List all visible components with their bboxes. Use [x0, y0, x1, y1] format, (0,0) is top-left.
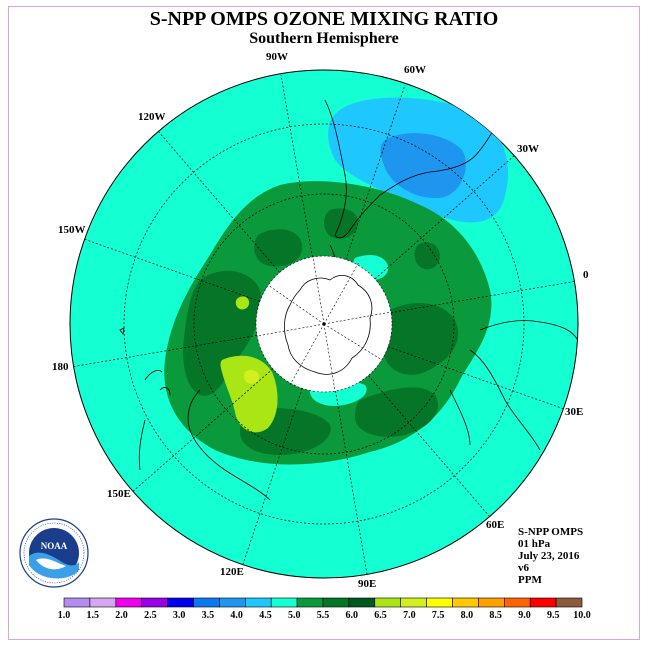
colorbar-swatch — [193, 597, 220, 608]
lon-label-150e: 150E — [107, 488, 131, 500]
chart-subtitle: Southern Hemisphere — [249, 30, 399, 47]
colorbar-swatch — [400, 597, 427, 608]
colorbar-swatch — [219, 597, 246, 608]
info-pressure-level: 01 hPa — [518, 538, 551, 550]
polar-night-edge — [255, 255, 393, 393]
coast-antarctica — [284, 275, 373, 375]
contour-6-0-darkgreen-c — [355, 387, 439, 437]
lon-label-90e: 90E — [358, 578, 376, 590]
colorbar-swatch — [270, 597, 298, 608]
colorbar-swatch — [529, 597, 557, 608]
colorbar-tick-label: 8.5 — [489, 610, 502, 621]
colorbar-tick-label: 8.0 — [461, 610, 474, 621]
lon-label-120e: 120E — [220, 566, 244, 578]
colorbar-swatch — [503, 597, 531, 608]
lon-label-30e: 30E — [565, 406, 583, 418]
colorbar-tick-label: 1.0 — [58, 610, 71, 621]
noaa-logo: NOAA — [19, 518, 89, 588]
colorbar-swatch — [89, 597, 117, 608]
colorbar-tick-label: 1.5 — [87, 610, 100, 621]
colorbar-tick-label: 2.5 — [144, 610, 157, 621]
contour-7-0-yellow — [244, 369, 260, 384]
colorbar-swatch — [374, 597, 401, 608]
colorbar-tick-label: 6.5 — [374, 610, 387, 621]
contour-6-0-darkgreen-b — [381, 302, 459, 375]
colorbar-tick-label: 2.0 — [115, 610, 128, 621]
lon-label-30w: 30W — [517, 143, 539, 155]
info-version: v6 — [518, 562, 529, 574]
colorbar-swatch — [322, 597, 350, 608]
colorbar-tick-label: 4.5 — [259, 610, 272, 621]
lon-label-0: 0 — [583, 269, 589, 281]
contour-6-5-lightgreen-small — [235, 296, 250, 310]
lon-label-90w: 90W — [266, 51, 288, 63]
coast-south-america — [324, 99, 506, 239]
inner-meridians — [256, 256, 392, 392]
coast-new-zealand — [144, 370, 171, 396]
logo-text: NOAA — [41, 541, 68, 551]
colorbar-tick-label: 6.0 — [346, 610, 359, 621]
colorbar-tick-label: 5.5 — [317, 610, 330, 621]
lon-label-150w: 150W — [58, 224, 86, 236]
colorbar-tick-label: 9.5 — [547, 610, 560, 621]
colorbar-tick-label: 4.0 — [230, 610, 243, 621]
figure-frame — [8, 6, 640, 640]
colorbar-tick-label: 9.0 — [518, 610, 531, 621]
colorbar-tick-label: 7.5 — [432, 610, 445, 621]
coast-east-island — [119, 327, 125, 335]
lon-label-60e: 60E — [486, 519, 504, 531]
colorbar-tick-label: 5.0 — [288, 610, 301, 621]
colorbar-swatch — [63, 597, 91, 608]
coast-africa — [449, 320, 578, 451]
colorbar-swatch — [348, 597, 376, 608]
contour-6-0-darkgreen-f — [414, 242, 440, 270]
colorbar-tick-label: 7.0 — [403, 610, 416, 621]
colorbar-swatch — [555, 597, 583, 608]
colorbar-swatch — [167, 597, 194, 608]
info-instrument: S-NPP OMPS — [518, 526, 584, 538]
lon-label-180: 180 — [52, 361, 69, 373]
lon-label-120w: 120W — [138, 111, 166, 123]
colorbar-swatch — [426, 597, 453, 608]
chart-title: S-NPP OMPS OZONE MIXING RATIO — [149, 8, 499, 30]
meridians — [70, 74, 578, 575]
south-pole-marker — [322, 322, 326, 326]
colorbar-swatch — [141, 597, 168, 608]
colorbar-swatch — [478, 597, 505, 608]
contour-6-5-lightgreen — [220, 355, 278, 433]
colorbar-swatch — [296, 597, 324, 608]
colorbar-swatch — [452, 597, 479, 608]
colorbar-tick-label: 3.5 — [202, 610, 215, 621]
colorbar-swatch — [115, 597, 143, 608]
lon-label-60w: 60W — [404, 64, 426, 76]
info-units: PPM — [518, 574, 542, 586]
colorbar-tick-label: 10.0 — [573, 610, 591, 621]
coast-australia — [138, 389, 271, 501]
info-date: July 23, 2016 — [518, 550, 580, 562]
colorbar-swatch — [245, 597, 272, 608]
colorbar-tick-label: 3.0 — [173, 610, 186, 621]
metadata-block: S-NPP OMPS 01 hPa July 23, 2016 v6 PPM — [518, 526, 583, 586]
